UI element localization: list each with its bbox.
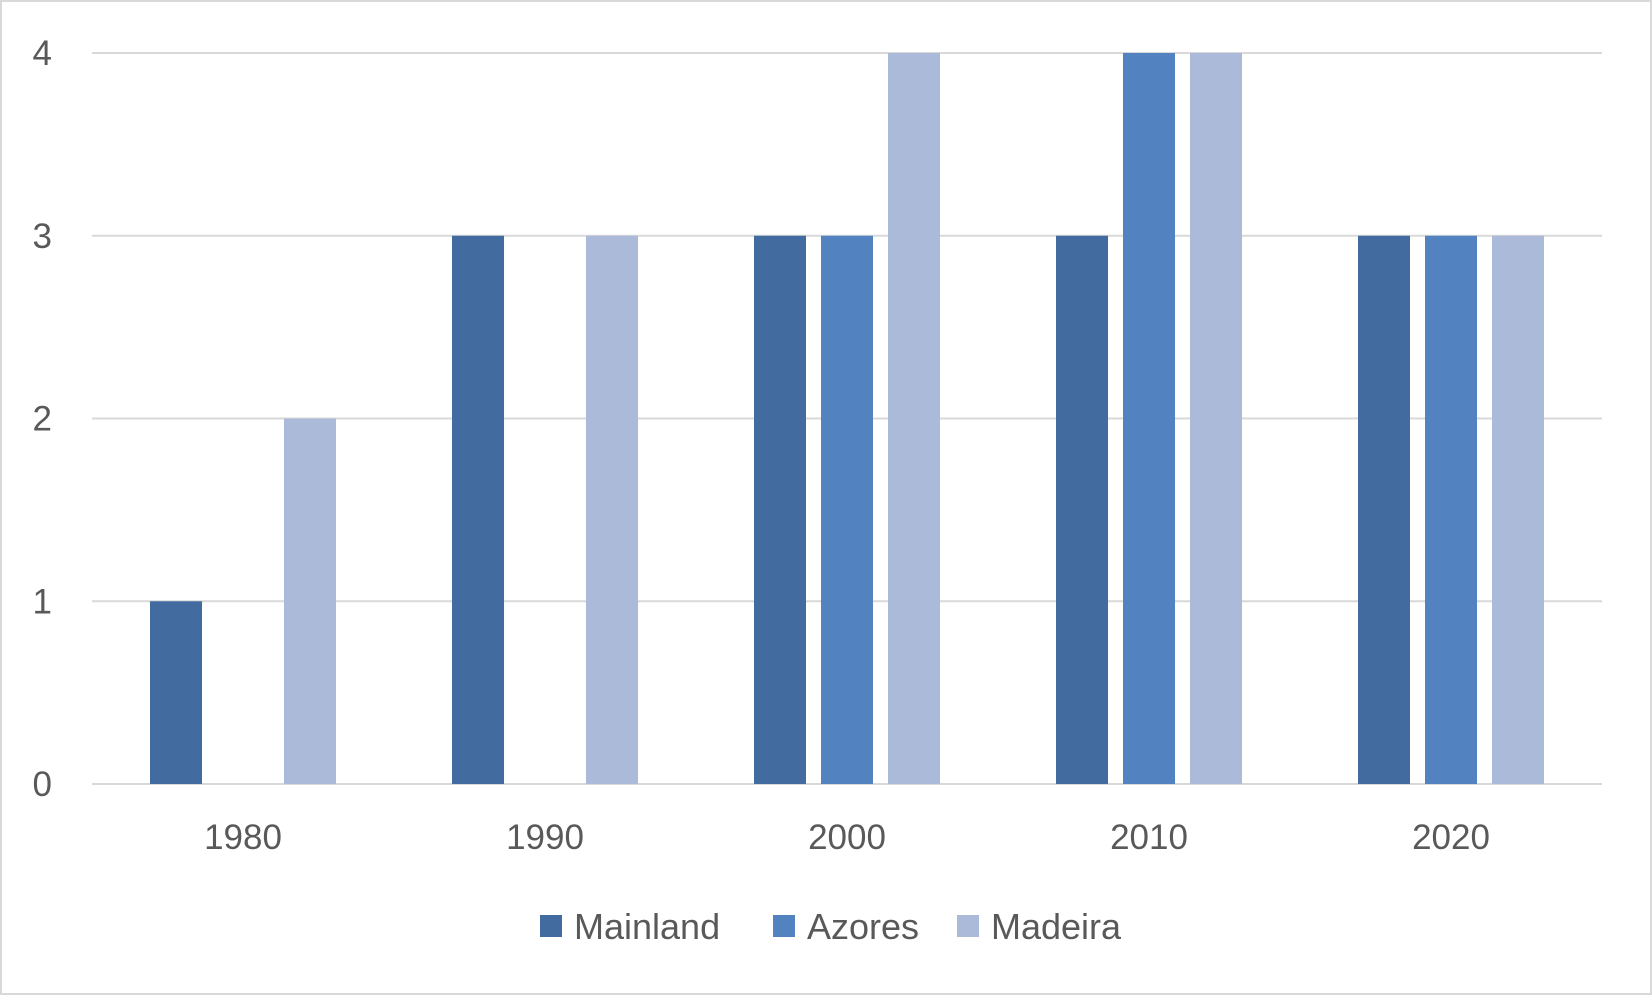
legend-label-azores: Azores xyxy=(807,906,919,947)
bar-madeira-1990 xyxy=(586,235,638,784)
legend-item-azores: Azores xyxy=(773,906,919,947)
bars xyxy=(150,53,1544,784)
bar-azores-2020 xyxy=(1425,235,1477,784)
legend-swatch-azores xyxy=(773,915,795,937)
bar-madeira-1980 xyxy=(284,418,336,784)
x-axis-tick-labels: 1980 1990 2000 2010 2020 xyxy=(204,818,1490,857)
legend-item-madeira: Madeira xyxy=(957,906,1122,947)
bar-mainland-2000 xyxy=(754,235,806,784)
y-axis-tick-labels: 0 1 2 3 4 xyxy=(33,34,52,804)
bar-madeira-2010 xyxy=(1190,53,1242,784)
bar-azores-2010 xyxy=(1123,53,1175,784)
x-tick-label-2010: 2010 xyxy=(1110,818,1188,857)
bar-madeira-2000 xyxy=(888,53,940,784)
legend-item-mainland: Mainland xyxy=(540,906,720,947)
x-tick-label-1990: 1990 xyxy=(506,818,584,857)
x-tick-label-1980: 1980 xyxy=(204,818,282,857)
legend-label-mainland: Mainland xyxy=(574,906,720,947)
y-tick-label: 2 xyxy=(33,400,52,439)
x-tick-label-2000: 2000 xyxy=(808,818,886,857)
y-tick-label: 3 xyxy=(33,217,52,256)
y-tick-label: 4 xyxy=(33,34,52,73)
bar-mainland-2010 xyxy=(1056,235,1108,784)
y-tick-label: 1 xyxy=(33,582,52,621)
bar-azores-2000 xyxy=(821,235,873,784)
bar-mainland-1980 xyxy=(150,601,202,784)
legend-label-madeira: Madeira xyxy=(991,906,1122,947)
bar-mainland-2020 xyxy=(1358,235,1410,784)
legend: Mainland Azores Madeira xyxy=(540,906,1122,947)
x-tick-label-2020: 2020 xyxy=(1412,818,1490,857)
bar-madeira-2020 xyxy=(1492,235,1544,784)
y-tick-label: 0 xyxy=(33,765,52,804)
legend-swatch-mainland xyxy=(540,915,562,937)
legend-swatch-madeira xyxy=(957,915,979,937)
bar-mainland-1990 xyxy=(452,235,504,784)
